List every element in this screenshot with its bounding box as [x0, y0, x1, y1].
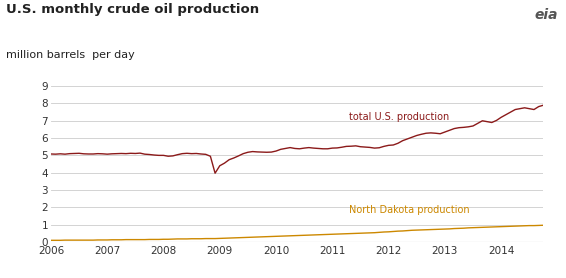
Text: eia: eia [534, 8, 558, 22]
Text: total U.S. production: total U.S. production [349, 112, 449, 122]
Text: U.S. monthly crude oil production: U.S. monthly crude oil production [6, 3, 259, 16]
Text: million barrels  per day: million barrels per day [6, 50, 134, 60]
Text: North Dakota production: North Dakota production [349, 205, 470, 215]
